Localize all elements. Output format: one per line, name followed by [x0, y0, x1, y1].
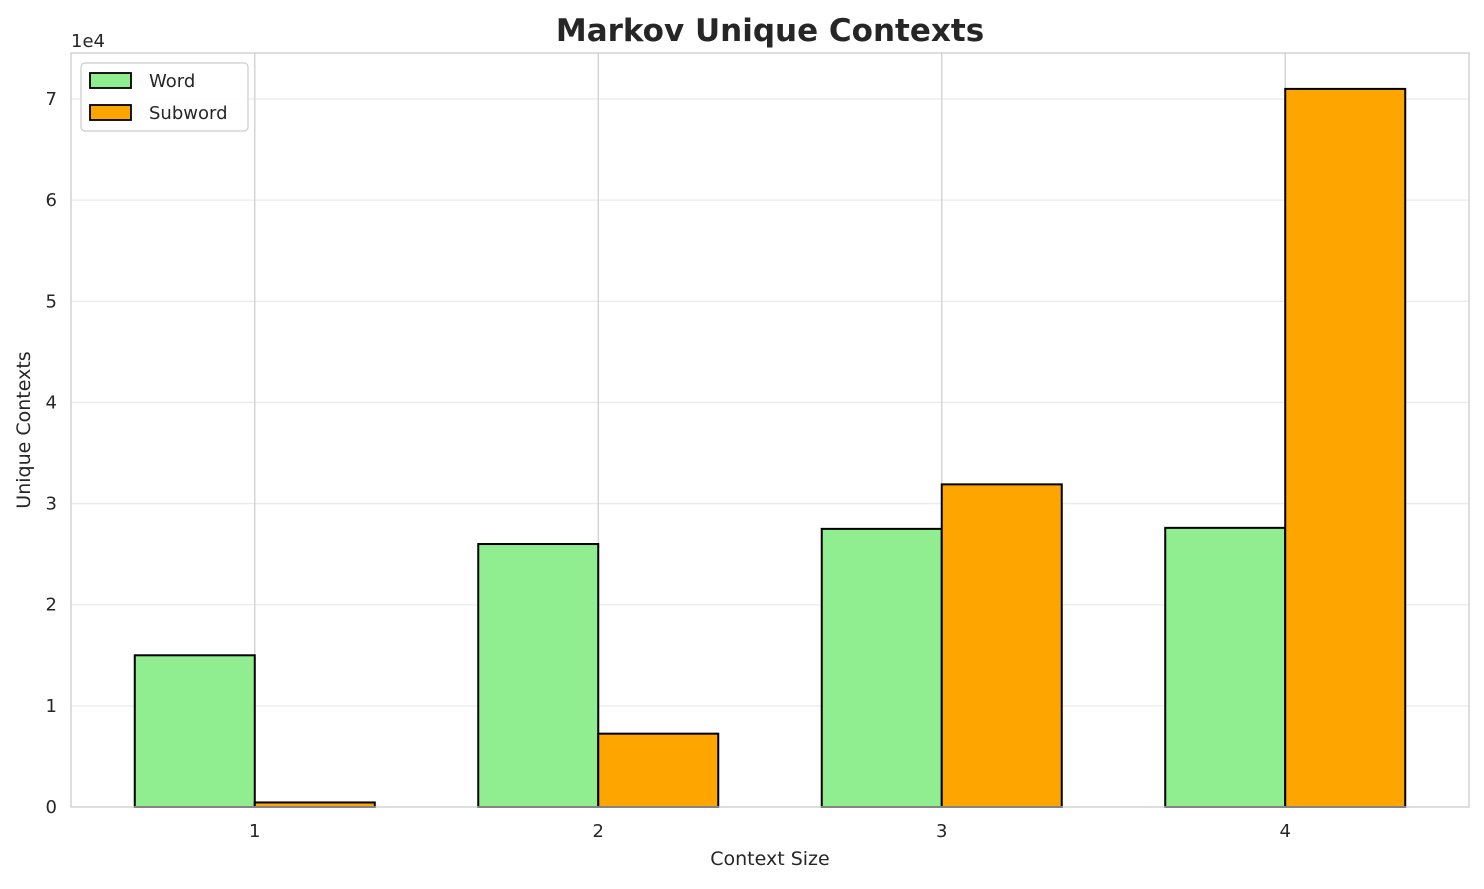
x-tick-label: 3 — [936, 821, 947, 842]
y-axis-label: Unique Contexts — [13, 351, 35, 508]
x-axis-label: Context Size — [710, 848, 829, 870]
y-tick-label: 1 — [46, 696, 57, 717]
bar-word-4 — [1164, 526, 1287, 808]
legend-swatch-subword — [89, 104, 132, 121]
y-offset-label: 1e4 — [71, 31, 105, 52]
x-tick-label: 4 — [1280, 821, 1291, 842]
bar-subword-1 — [253, 801, 376, 808]
y-tick-label: 5 — [46, 291, 57, 312]
y-tick-label: 7 — [46, 89, 57, 110]
bar-word-3 — [820, 527, 943, 808]
y-tick-label: 4 — [46, 392, 57, 413]
bar-subword-4 — [1284, 87, 1407, 808]
x-tick-label: 1 — [249, 821, 260, 842]
x-tick-label: 2 — [593, 821, 604, 842]
bar-subword-2 — [597, 732, 720, 809]
bars — [133, 87, 1407, 809]
bar-word-2 — [477, 543, 600, 808]
bar-subword-3 — [940, 483, 1063, 808]
legend-swatch-word — [89, 72, 132, 89]
y-tick-label: 3 — [46, 494, 57, 515]
plot-frame — [70, 52, 1470, 808]
ticks: 0 1 2 3 4 5 6 7 1 2 3 4 — [46, 89, 1291, 842]
bar-word-1 — [133, 654, 256, 808]
y-tick-label: 0 — [46, 797, 57, 818]
legend: Word Subword — [80, 62, 249, 132]
chart-title: Markov Unique Contexts — [556, 13, 984, 49]
legend-label-word: Word — [149, 71, 195, 92]
y-tick-label: 6 — [46, 190, 57, 211]
legend-label-subword: Subword — [149, 103, 228, 124]
y-tick-label: 2 — [46, 595, 57, 616]
